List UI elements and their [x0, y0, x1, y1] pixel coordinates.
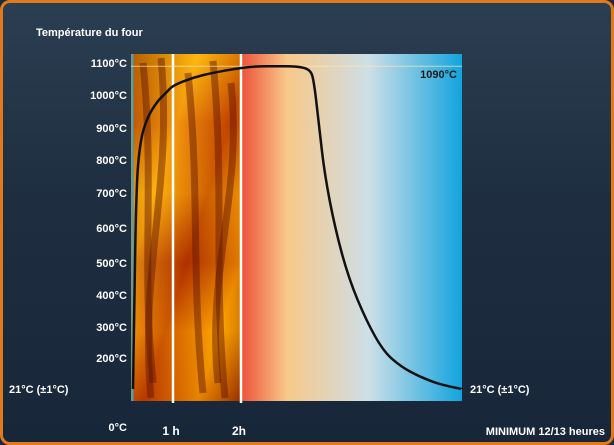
flame-streak: [209, 60, 229, 399]
flame-streak: [144, 57, 168, 399]
y-tick-label: 21°C (±1°C): [9, 384, 69, 396]
y-tick-label: 1000°C: [90, 90, 127, 102]
x-tick-label: 2h: [232, 424, 246, 438]
y-tick-label: 300°C: [96, 322, 127, 334]
y-tick-label: 800°C: [96, 155, 127, 167]
y-tick-label: 0°C: [109, 422, 128, 434]
temperature-chart: 0°C 21°C (±1°C) 200°C 300°C 400°C 500°C 600°C 7…: [9, 27, 605, 438]
flame-streak: [184, 72, 207, 394]
y-tick-label: 400°C: [96, 290, 127, 302]
x-tick-label: 1 h: [162, 424, 179, 438]
flame-streak: [139, 62, 157, 384]
y-tick-label: 700°C: [96, 188, 127, 200]
y-tick-label: 200°C: [96, 353, 127, 365]
temperature-curve: [131, 64, 463, 391]
chart-title: Température du four: [36, 27, 143, 39]
peak-temperature-label: 1090°C: [420, 69, 457, 81]
end-temperature-label: 21°C (±1°C): [470, 384, 530, 396]
left-edge-strip: [131, 54, 134, 401]
y-tick-label: 900°C: [96, 123, 127, 135]
y-tick-label: 500°C: [96, 258, 127, 270]
y-tick-label: 600°C: [96, 223, 127, 235]
y-tick-label: 1100°C: [91, 58, 127, 70]
x-axis-end-label: MINIMUM 12/13 heures: [486, 426, 605, 438]
flame-streak: [212, 82, 237, 384]
